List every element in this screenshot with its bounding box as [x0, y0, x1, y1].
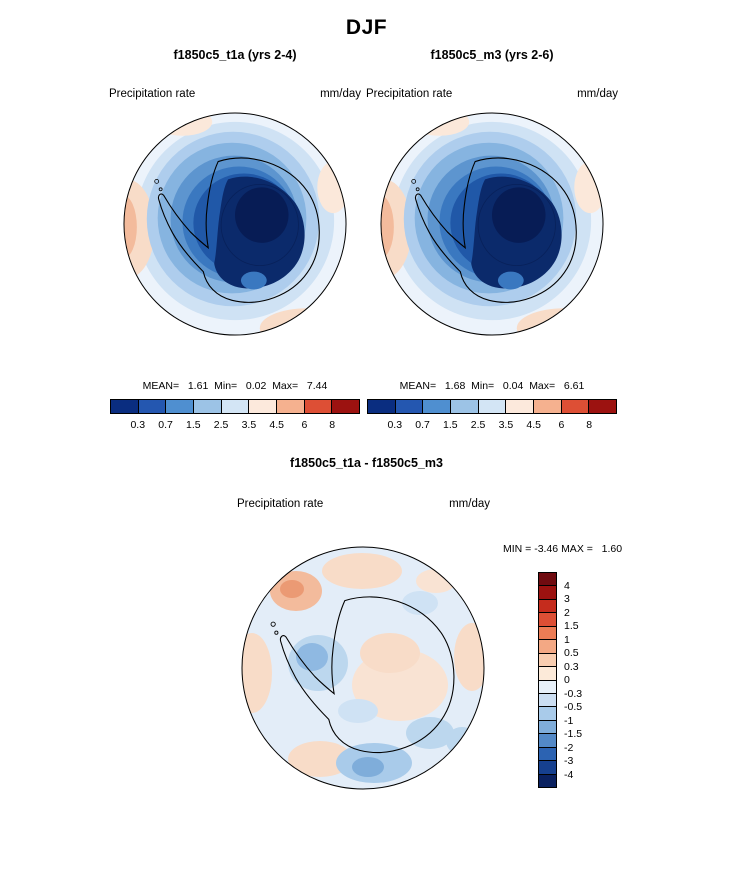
- diff-map-field: [242, 547, 484, 789]
- colorbar-tick-label: 4: [564, 579, 570, 592]
- precip-colorbar-left: [110, 399, 360, 414]
- colorbar-segment: [506, 400, 535, 413]
- colorbar-segment: [534, 400, 562, 413]
- colorbar-tick-label: 1: [564, 633, 570, 646]
- colorbar-segment: [395, 400, 424, 413]
- units-label: mm/day: [320, 88, 361, 100]
- colorbar-tick-label: 6: [558, 419, 565, 431]
- diff-map: [240, 545, 486, 791]
- colorbar-tick-label: 4.5: [269, 419, 284, 431]
- diff-field-row: Precipitation rate mm/day: [237, 498, 490, 510]
- colorbar-segment: [111, 400, 139, 413]
- colorbar-segment: [539, 653, 556, 668]
- colorbar-segment: [368, 400, 396, 413]
- field-label: Precipitation rate: [366, 88, 453, 100]
- units-label: mm/day: [449, 498, 490, 510]
- colorbar-tick-label: 8: [586, 419, 593, 431]
- colorbar-tick-label: 0.3: [564, 660, 579, 673]
- colorbar-segment: [539, 640, 556, 654]
- colorbar-segment: [539, 720, 556, 735]
- colorbar-tick-label: 6: [301, 419, 308, 431]
- colorbar-segment: [539, 680, 556, 694]
- season-title: DJF: [345, 16, 388, 39]
- colorbar-tick-label: 8: [329, 419, 336, 431]
- colorbar-tick-label: -3: [564, 755, 574, 767]
- colorbar-segment: [539, 693, 556, 708]
- colorbar-segment: [539, 774, 556, 787]
- diff-colorbar-ticks: 4 3 2 1.5 1 0.5 0.3 0 -0.3 -0.5 -1 -1.5 -2 -3 -4: [564, 572, 598, 788]
- precip-map-m3-svg: [378, 110, 606, 338]
- antarctica-coastline: [270, 596, 455, 754]
- colorbar-segment: [478, 400, 507, 413]
- precip-colorbar-right-ticks: 0.3 0.7 1.5 2.5 3.5 4.5 6 8: [367, 417, 617, 433]
- colorbar-segment: [589, 400, 617, 413]
- stats-line-m3: MEAN= 1.68 Min= 0.04 Max= 6.61: [399, 380, 585, 392]
- diff-map-svg: [241, 546, 485, 790]
- precip-colorbar-right: [367, 399, 617, 414]
- precip-map-t1a: [121, 110, 349, 338]
- colorbar-segment: [561, 400, 590, 413]
- field-label: Precipitation rate: [109, 88, 196, 100]
- colorbar-tick-label: 0.5: [564, 647, 579, 659]
- colorbar-tick-label: -1.5: [564, 728, 583, 740]
- panel-m3: f1850c5_m3 (yrs 2-6) Precipitation rate …: [364, 48, 620, 433]
- colorbar-tick-label: 2.5: [470, 419, 486, 431]
- colorbar-segment: [539, 667, 556, 681]
- colorbar-tick-label: 1.5: [186, 419, 201, 431]
- colorbar-segment: [277, 400, 305, 413]
- colorbar-segment: [539, 761, 556, 775]
- panel-t1a-field-row: Precipitation rate mm/day: [107, 88, 363, 100]
- diff-colorbar: [538, 572, 557, 788]
- colorbar-tick-label: 0: [564, 674, 570, 686]
- precip-map-m3: [378, 110, 606, 338]
- colorbar-tick-label: 1.5: [564, 620, 579, 632]
- panel-m3-title: f1850c5_m3 (yrs 2-6): [430, 48, 554, 62]
- colorbar-tick-label: 0.7: [415, 419, 430, 431]
- colorbar-segment: [166, 400, 195, 413]
- colorbar-tick-label: 4.5: [526, 419, 541, 431]
- colorbar-segment: [249, 400, 278, 413]
- colorbar-segment: [539, 586, 556, 600]
- colorbar-segment: [332, 400, 360, 413]
- colorbar-segment: [451, 400, 479, 413]
- colorbar-tick-label: -2: [564, 741, 574, 754]
- diff-panel-title: f1850c5_t1a - f1850c5_m3: [290, 456, 443, 470]
- colorbar-segment: [539, 573, 556, 587]
- panel-m3-field-row: Precipitation rate mm/day: [364, 88, 620, 100]
- panel-t1a: f1850c5_t1a (yrs 2-4) Precipitation rate…: [107, 48, 363, 433]
- stats-line-t1a: MEAN= 1.61 Min= 0.02 Max= 7.44: [142, 380, 328, 392]
- colorbar-tick-label: 0.7: [158, 419, 173, 431]
- colorbar-segment: [539, 613, 556, 627]
- panel-t1a-title: f1850c5_t1a (yrs 2-4): [173, 48, 297, 62]
- colorbar-tick-label: 0.3: [130, 419, 146, 431]
- colorbar-tick-label: -0.5: [564, 701, 583, 713]
- colorbar-segment: [539, 734, 556, 748]
- precip-colorbar-left-ticks: 0.3 0.7 1.5 2.5 3.5 4.5 6 8: [110, 417, 360, 433]
- colorbar-segment: [221, 400, 250, 413]
- diff-minmax-line: MIN = -3.46 MAX = 1.60: [503, 543, 623, 555]
- units-label: mm/day: [577, 88, 618, 100]
- colorbar-segment: [539, 599, 556, 614]
- colorbar-segment: [138, 400, 167, 413]
- colorbar-segment: [304, 400, 333, 413]
- colorbar-segment: [539, 747, 556, 762]
- colorbar-segment: [539, 707, 556, 721]
- colorbar-tick-label: -0.3: [564, 687, 583, 700]
- field-label: Precipitation rate: [237, 498, 324, 510]
- colorbar-tick-label: -4: [564, 768, 574, 781]
- colorbar-tick-label: 2.5: [213, 419, 229, 431]
- colorbar-segment: [423, 400, 452, 413]
- colorbar-segment: [539, 626, 556, 641]
- colorbar-tick-label: 2: [564, 606, 570, 619]
- colorbar-tick-label: -1: [564, 714, 574, 727]
- colorbar-tick-label: 3.5: [241, 419, 257, 431]
- precip-map-t1a-svg: [121, 110, 349, 338]
- colorbar-tick-label: 0.3: [387, 419, 403, 431]
- colorbar-tick-label: 3: [564, 593, 570, 605]
- colorbar-segment: [194, 400, 222, 413]
- colorbar-tick-label: 1.5: [443, 419, 458, 431]
- colorbar-tick-label: 3.5: [498, 419, 514, 431]
